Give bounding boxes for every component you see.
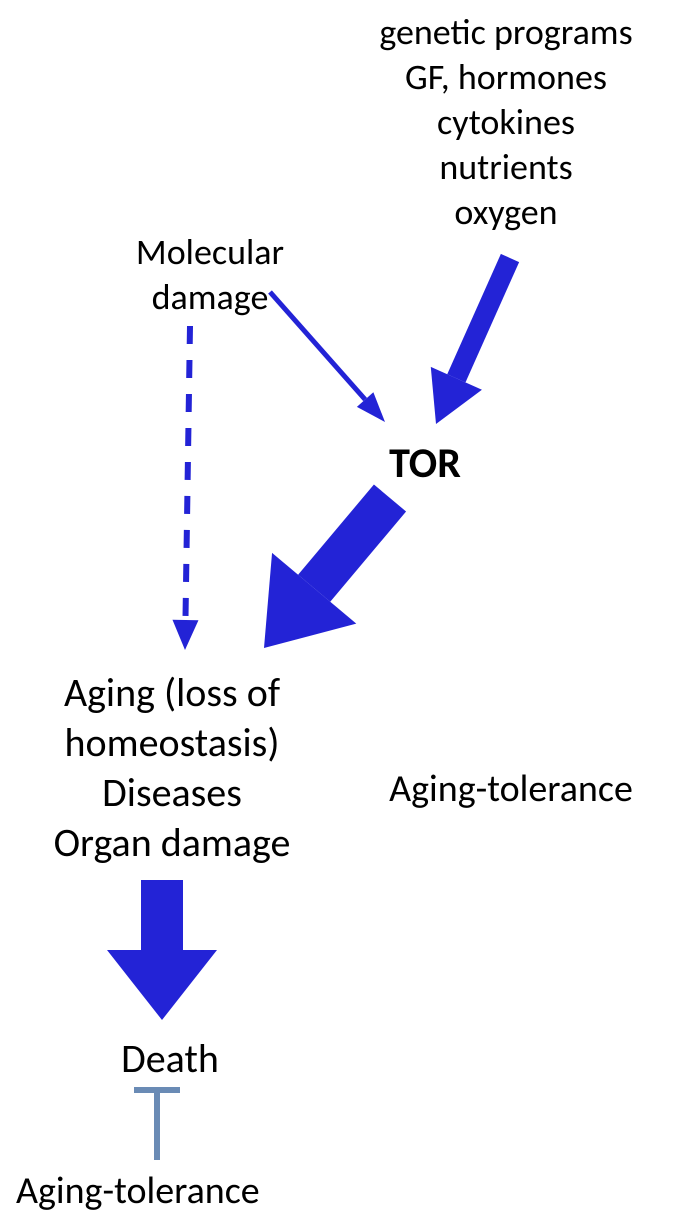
diagram-edges [0,0,675,1221]
